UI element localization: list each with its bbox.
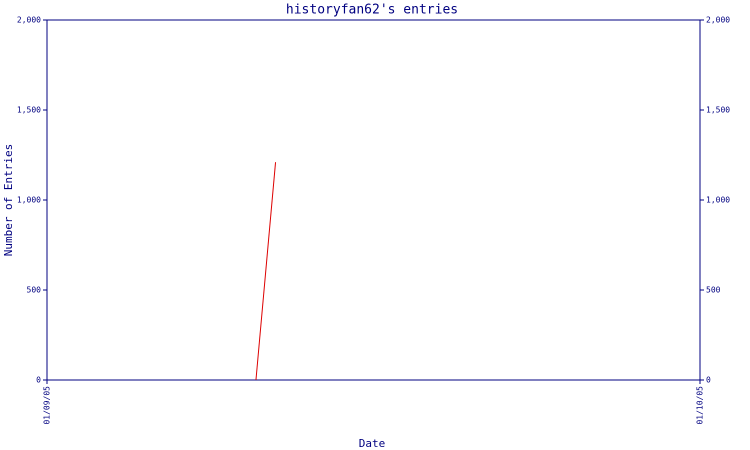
x-axis-label: Date — [359, 437, 386, 450]
y2-tick-label: 2,000 — [706, 16, 730, 25]
y2-tick-label: 0 — [706, 376, 711, 385]
y2-tick-label: 500 — [706, 286, 721, 295]
y-axis-label: Number of Entries — [2, 144, 15, 257]
x-tick-label: 01/09/05 — [43, 386, 52, 425]
y-tick-label: 2,000 — [17, 16, 41, 25]
y2-tick-label: 1,000 — [706, 196, 730, 205]
plot-frame — [46, 19, 701, 381]
y-tick-label: 0 — [36, 376, 41, 385]
y-tick-label: 1,500 — [17, 106, 41, 115]
data-line — [255, 162, 277, 381]
y-tick-label: 500 — [27, 286, 42, 295]
x-tick-label: 01/10/05 — [696, 386, 705, 425]
y-tick-label: 1,000 — [17, 196, 41, 205]
y2-tick-label: 1,500 — [706, 106, 730, 115]
chart-title: historyfan62's entries — [286, 3, 458, 18]
